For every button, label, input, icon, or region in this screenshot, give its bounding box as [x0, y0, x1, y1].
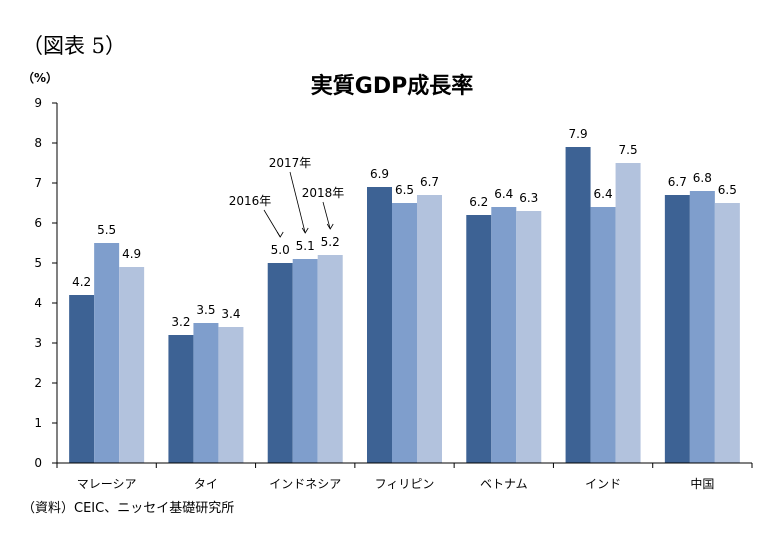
- category-label: インドネシア: [269, 477, 341, 491]
- annotation-arrow: [289, 171, 306, 234]
- data-labels: 4.2 3.2 5.0 6.9 6.2 7.9 6.7 5.5 3.5 5.1 6.5 6.4 6.4 6…: [72, 127, 737, 329]
- bar: [94, 243, 120, 463]
- annotation-arrowhead: [326, 223, 334, 230]
- data-label: 6.5: [395, 183, 414, 197]
- category-label: マレーシア: [77, 477, 137, 491]
- bar: [193, 323, 219, 463]
- data-label: 6.5: [718, 183, 737, 197]
- chart-title: 実質GDP成長率: [311, 73, 473, 99]
- y-tick-label: 6: [34, 216, 42, 230]
- bar: [417, 195, 442, 463]
- y-tick-label: 7: [34, 176, 42, 190]
- bar: [565, 147, 591, 463]
- y-tick-label: 4: [34, 296, 42, 310]
- bar: [466, 215, 492, 463]
- bar: [69, 295, 95, 463]
- data-label: 5.0: [271, 243, 290, 257]
- data-label: 5.2: [321, 235, 340, 249]
- bar: [664, 195, 690, 463]
- data-label: 7.5: [619, 143, 638, 157]
- data-label: 6.8: [693, 171, 712, 185]
- series-annotation: 2016年: [229, 194, 272, 208]
- data-label: 6.7: [668, 175, 687, 189]
- data-label: 7.9: [569, 127, 588, 141]
- bar: [367, 187, 392, 463]
- y-axis-ticks: 0 1 2 3 4 5 6 7 8 9: [34, 96, 57, 470]
- data-label: 6.7: [420, 175, 439, 189]
- y-tick-label: 9: [34, 96, 42, 110]
- annotation-arrow: [322, 201, 331, 230]
- data-label: 3.4: [221, 307, 240, 321]
- data-label: 5.1: [296, 239, 315, 253]
- data-label: 6.9: [370, 167, 389, 181]
- y-tick-label: 0: [34, 456, 42, 470]
- category-label: ベトナム: [480, 477, 528, 491]
- y-tick-label: 5: [34, 256, 42, 270]
- source-note: （資料）CEIC、ニッセイ基礎研究所: [22, 501, 235, 516]
- data-label: 5.5: [97, 223, 116, 237]
- data-label: 4.9: [122, 247, 141, 261]
- bar: [590, 207, 616, 463]
- category-labels: マレーシア タイ インドネシア フィリピン ベトナム インド 中国: [56, 463, 753, 491]
- data-label: 6.2: [469, 195, 488, 209]
- y-axis-unit: （%）: [22, 70, 58, 85]
- bar: [218, 327, 244, 463]
- data-label: 4.2: [72, 275, 91, 289]
- bar: [168, 335, 194, 463]
- category-label: フィリピン: [375, 477, 435, 491]
- bars: [69, 147, 740, 463]
- annotation-arrowhead: [301, 227, 309, 234]
- series-annotation: 2018年: [302, 186, 345, 200]
- annotations: 2016年 2017年 2018年: [229, 156, 345, 238]
- bar: [689, 191, 715, 463]
- category-label: タイ: [194, 477, 218, 491]
- bar: [516, 211, 542, 463]
- bar: [292, 259, 318, 463]
- series-annotation: 2017年: [269, 156, 312, 170]
- bar: [491, 207, 517, 463]
- bar: [615, 163, 641, 463]
- category-label: インド: [585, 477, 621, 491]
- y-tick-label: 8: [34, 136, 42, 150]
- data-label: 6.4: [594, 187, 613, 201]
- bar: [119, 267, 145, 463]
- bar: [392, 203, 417, 463]
- data-label: 6.4: [494, 187, 513, 201]
- data-label: 3.2: [171, 315, 190, 329]
- bar: [714, 203, 740, 463]
- category-label: 中国: [690, 476, 714, 491]
- y-tick-label: 1: [34, 416, 42, 430]
- bar: [267, 263, 293, 463]
- data-label: 3.5: [196, 303, 215, 317]
- y-tick-label: 3: [34, 336, 42, 350]
- annotation-arrowhead: [276, 231, 284, 238]
- y-tick-label: 2: [34, 376, 42, 390]
- bar: [317, 255, 343, 463]
- data-label: 6.3: [519, 191, 538, 205]
- figure-label: （図表 5）: [22, 34, 127, 58]
